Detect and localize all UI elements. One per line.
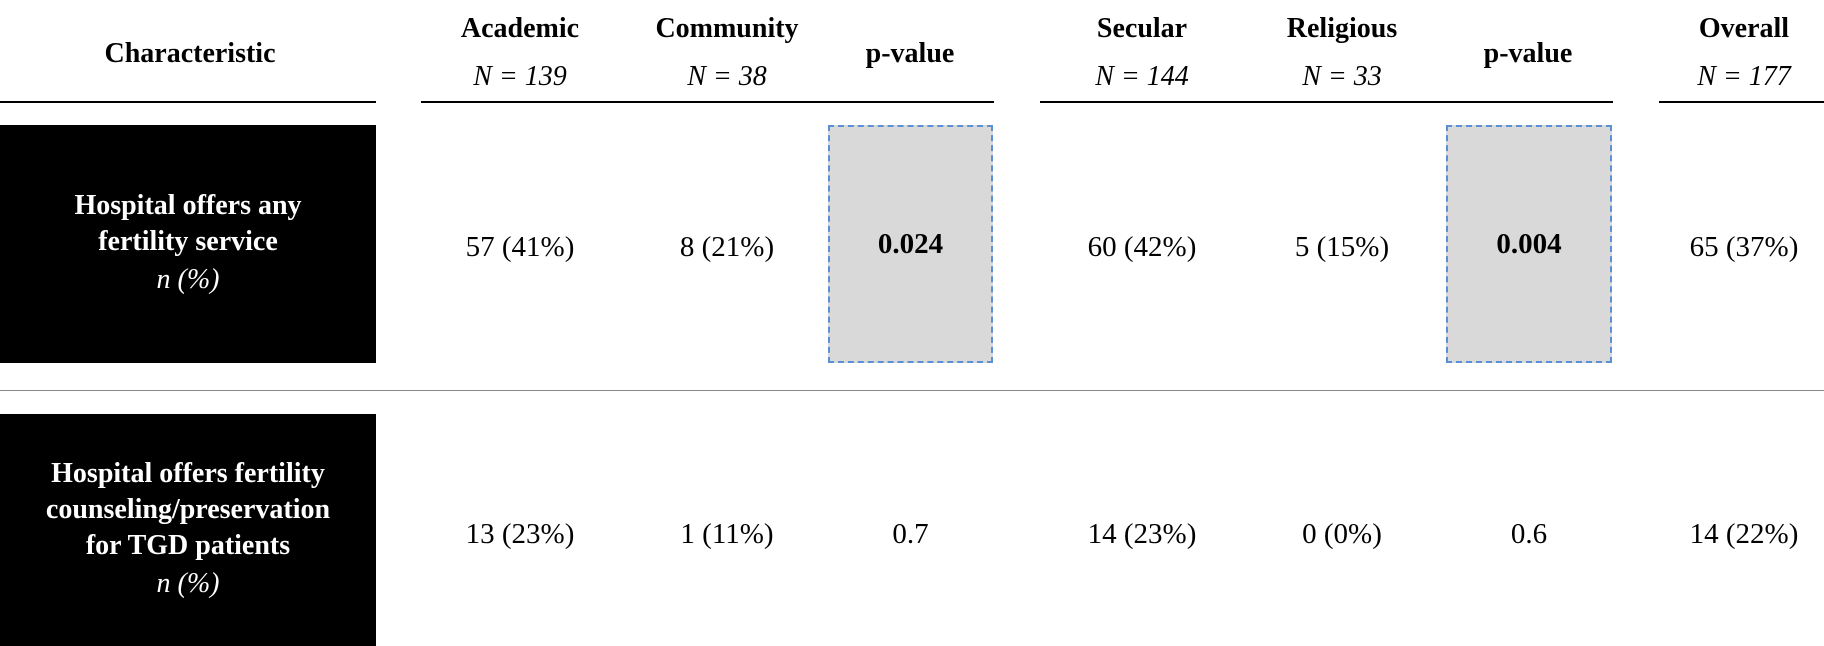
header-rule-group-2 — [1040, 101, 1613, 103]
row-label-tgd-fertility-counseling: Hospital offers fertility counseling/pre… — [0, 414, 376, 646]
row-label-line: Hospital offers fertility — [51, 458, 325, 489]
cell-pvalue-1: 0.024 — [877, 227, 944, 260]
cell-overall: 14 (22%) — [1689, 518, 1799, 550]
cell-community: 8 (21%) — [679, 231, 775, 263]
header-secular: Secular — [1096, 13, 1188, 44]
header-rule-overall — [1659, 101, 1824, 103]
cell-religious: 5 (15%) — [1294, 231, 1390, 263]
cell-pvalue-2: 0.6 — [1510, 518, 1548, 550]
row-label-line: for TGD patients — [85, 530, 291, 561]
cell-religious: 0 (0%) — [1302, 518, 1382, 550]
header-community-n: N = 38 — [687, 61, 767, 92]
pvalue-highlight-box: 0.004 — [1446, 125, 1612, 363]
row-label-any-fertility-service: Hospital offers any fertility service n … — [0, 125, 376, 363]
cell-pvalue-2: 0.004 — [1496, 227, 1562, 260]
cell-secular: 60 (42%) — [1087, 231, 1197, 263]
cell-academic: 13 (23%) — [465, 518, 575, 550]
cell-community: 1 (11%) — [680, 518, 774, 550]
row-label-line: Hospital offers any — [74, 190, 302, 221]
header-characteristic: Characteristic — [104, 38, 276, 69]
header-religious: Religious — [1286, 13, 1398, 44]
cell-pvalue-1: 0.7 — [892, 518, 929, 550]
header-community: Community — [655, 13, 799, 44]
header-academic-n: N = 139 — [473, 61, 567, 92]
header-religious-n: N = 33 — [1302, 61, 1382, 92]
row-label-unit: n (%) — [156, 568, 220, 599]
header-rule-group-1 — [421, 101, 994, 103]
row-label-line: counseling/preservation — [45, 494, 331, 525]
row-label-line: fertility service — [98, 226, 278, 257]
header-pvalue-1: p-value — [865, 38, 955, 69]
cell-secular: 14 (23%) — [1087, 518, 1197, 550]
header-secular-n: N = 144 — [1095, 61, 1189, 92]
header-overall: Overall — [1698, 13, 1790, 44]
pvalue-highlight-box: 0.024 — [828, 125, 993, 363]
cell-academic: 57 (41%) — [465, 231, 575, 263]
row-divider — [0, 390, 1824, 391]
header-pvalue-2: p-value — [1483, 38, 1573, 69]
cell-overall: 65 (37%) — [1689, 231, 1799, 263]
header-rule-characteristic — [0, 101, 376, 103]
header-academic: Academic — [460, 13, 580, 44]
row-label-unit: n (%) — [156, 264, 220, 295]
header-overall-n: N = 177 — [1697, 61, 1791, 92]
